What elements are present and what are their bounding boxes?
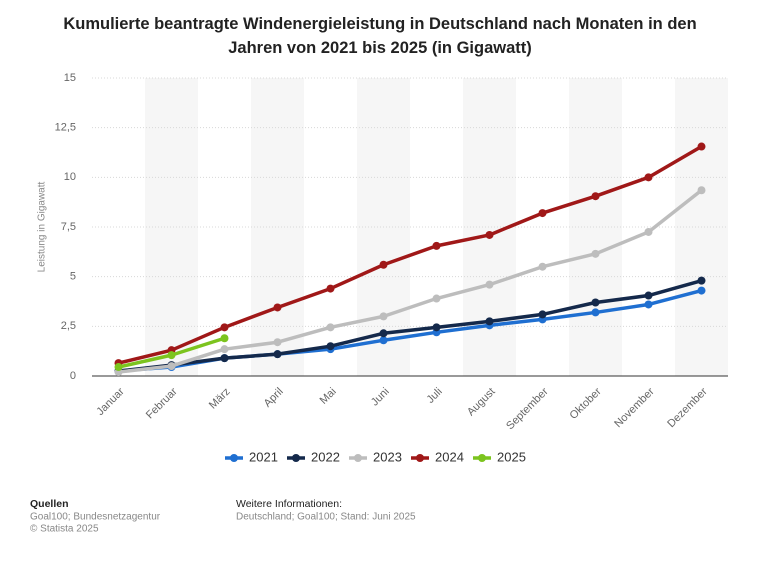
data-point — [591, 308, 600, 317]
data-point — [485, 280, 494, 289]
legend-marker — [416, 454, 424, 462]
info-title: Weitere Informationen: — [236, 498, 342, 510]
data-point — [485, 230, 494, 239]
series-line — [118, 278, 702, 373]
data-point — [697, 186, 706, 195]
data-point — [379, 260, 388, 269]
legend-label: 2025 — [497, 449, 526, 464]
data-point — [220, 345, 229, 354]
data-point — [326, 342, 335, 351]
x-tick-label: August — [465, 386, 498, 419]
source-text: Goal100; Bundesnetzagentur — [30, 512, 161, 523]
legend-label: 2023 — [373, 449, 402, 464]
chart-title: Kumulierte beantragte Windenergieleistun… — [63, 15, 697, 57]
series-line — [118, 188, 703, 374]
data-point — [644, 291, 653, 300]
y-tick-label: 10 — [64, 171, 76, 183]
data-point — [644, 173, 653, 182]
data-point — [485, 317, 494, 326]
band-stripe — [145, 78, 198, 376]
x-tick-label: November — [612, 385, 657, 430]
legend-label: 2022 — [311, 449, 340, 464]
y-tick-label: 5 — [70, 271, 76, 283]
data-point — [432, 241, 441, 250]
data-point — [220, 354, 229, 363]
data-point — [167, 351, 176, 360]
data-point — [591, 249, 600, 258]
y-tick-label: 7,5 — [61, 221, 76, 233]
legend-marker — [230, 454, 238, 462]
x-tick-label: März — [207, 386, 233, 412]
legend-label: 2021 — [249, 449, 278, 464]
data-point — [379, 336, 388, 345]
data-point — [591, 192, 600, 201]
data-point — [379, 312, 388, 321]
data-point — [273, 303, 282, 312]
data-point — [697, 142, 706, 151]
data-point — [697, 286, 706, 295]
legend-label: 2024 — [435, 449, 464, 464]
data-point — [538, 310, 547, 319]
y-tick-label: 15 — [64, 72, 76, 84]
sources-title: Quellen — [30, 498, 69, 510]
data-point — [697, 276, 706, 285]
band-stripe — [569, 78, 622, 376]
data-point — [273, 338, 282, 347]
data-point — [432, 294, 441, 303]
legend-marker — [292, 454, 300, 462]
data-point — [326, 284, 335, 293]
data-point — [220, 323, 229, 332]
data-point — [379, 329, 388, 338]
x-tick-label: Oktober — [568, 385, 604, 421]
info-text: Deutschland; Goal100; Stand: Juni 2025 — [236, 512, 416, 523]
data-point — [114, 363, 123, 372]
x-tick-label: Juli — [425, 386, 445, 406]
data-point — [220, 334, 229, 343]
data-point — [644, 227, 653, 236]
y-axis-label: Leistung in Gigawatt — [37, 181, 48, 272]
band-stripe — [251, 78, 304, 376]
data-point — [326, 323, 335, 332]
legend-marker — [354, 454, 362, 462]
data-point — [273, 350, 282, 359]
x-tick-label: Februar — [144, 385, 180, 421]
data-point — [167, 362, 176, 371]
series-line — [118, 145, 703, 365]
legend-marker — [478, 454, 486, 462]
x-tick-label: Dezember — [665, 385, 710, 430]
y-tick-label: 2,5 — [61, 320, 76, 332]
data-point — [591, 298, 600, 307]
y-tick-label: 0 — [70, 370, 76, 382]
x-tick-label: April — [262, 386, 286, 410]
x-tick-label: Januar — [94, 385, 127, 418]
x-tick-label: Juni — [369, 386, 392, 409]
x-tick-label: September — [504, 385, 551, 432]
data-point — [538, 262, 547, 271]
data-point — [538, 209, 547, 218]
data-point — [432, 323, 441, 332]
x-tick-label: Mai — [318, 386, 339, 407]
source-text: © Statista 2025 — [30, 524, 99, 535]
y-tick-label: 12,5 — [55, 122, 76, 134]
data-point — [644, 300, 653, 309]
